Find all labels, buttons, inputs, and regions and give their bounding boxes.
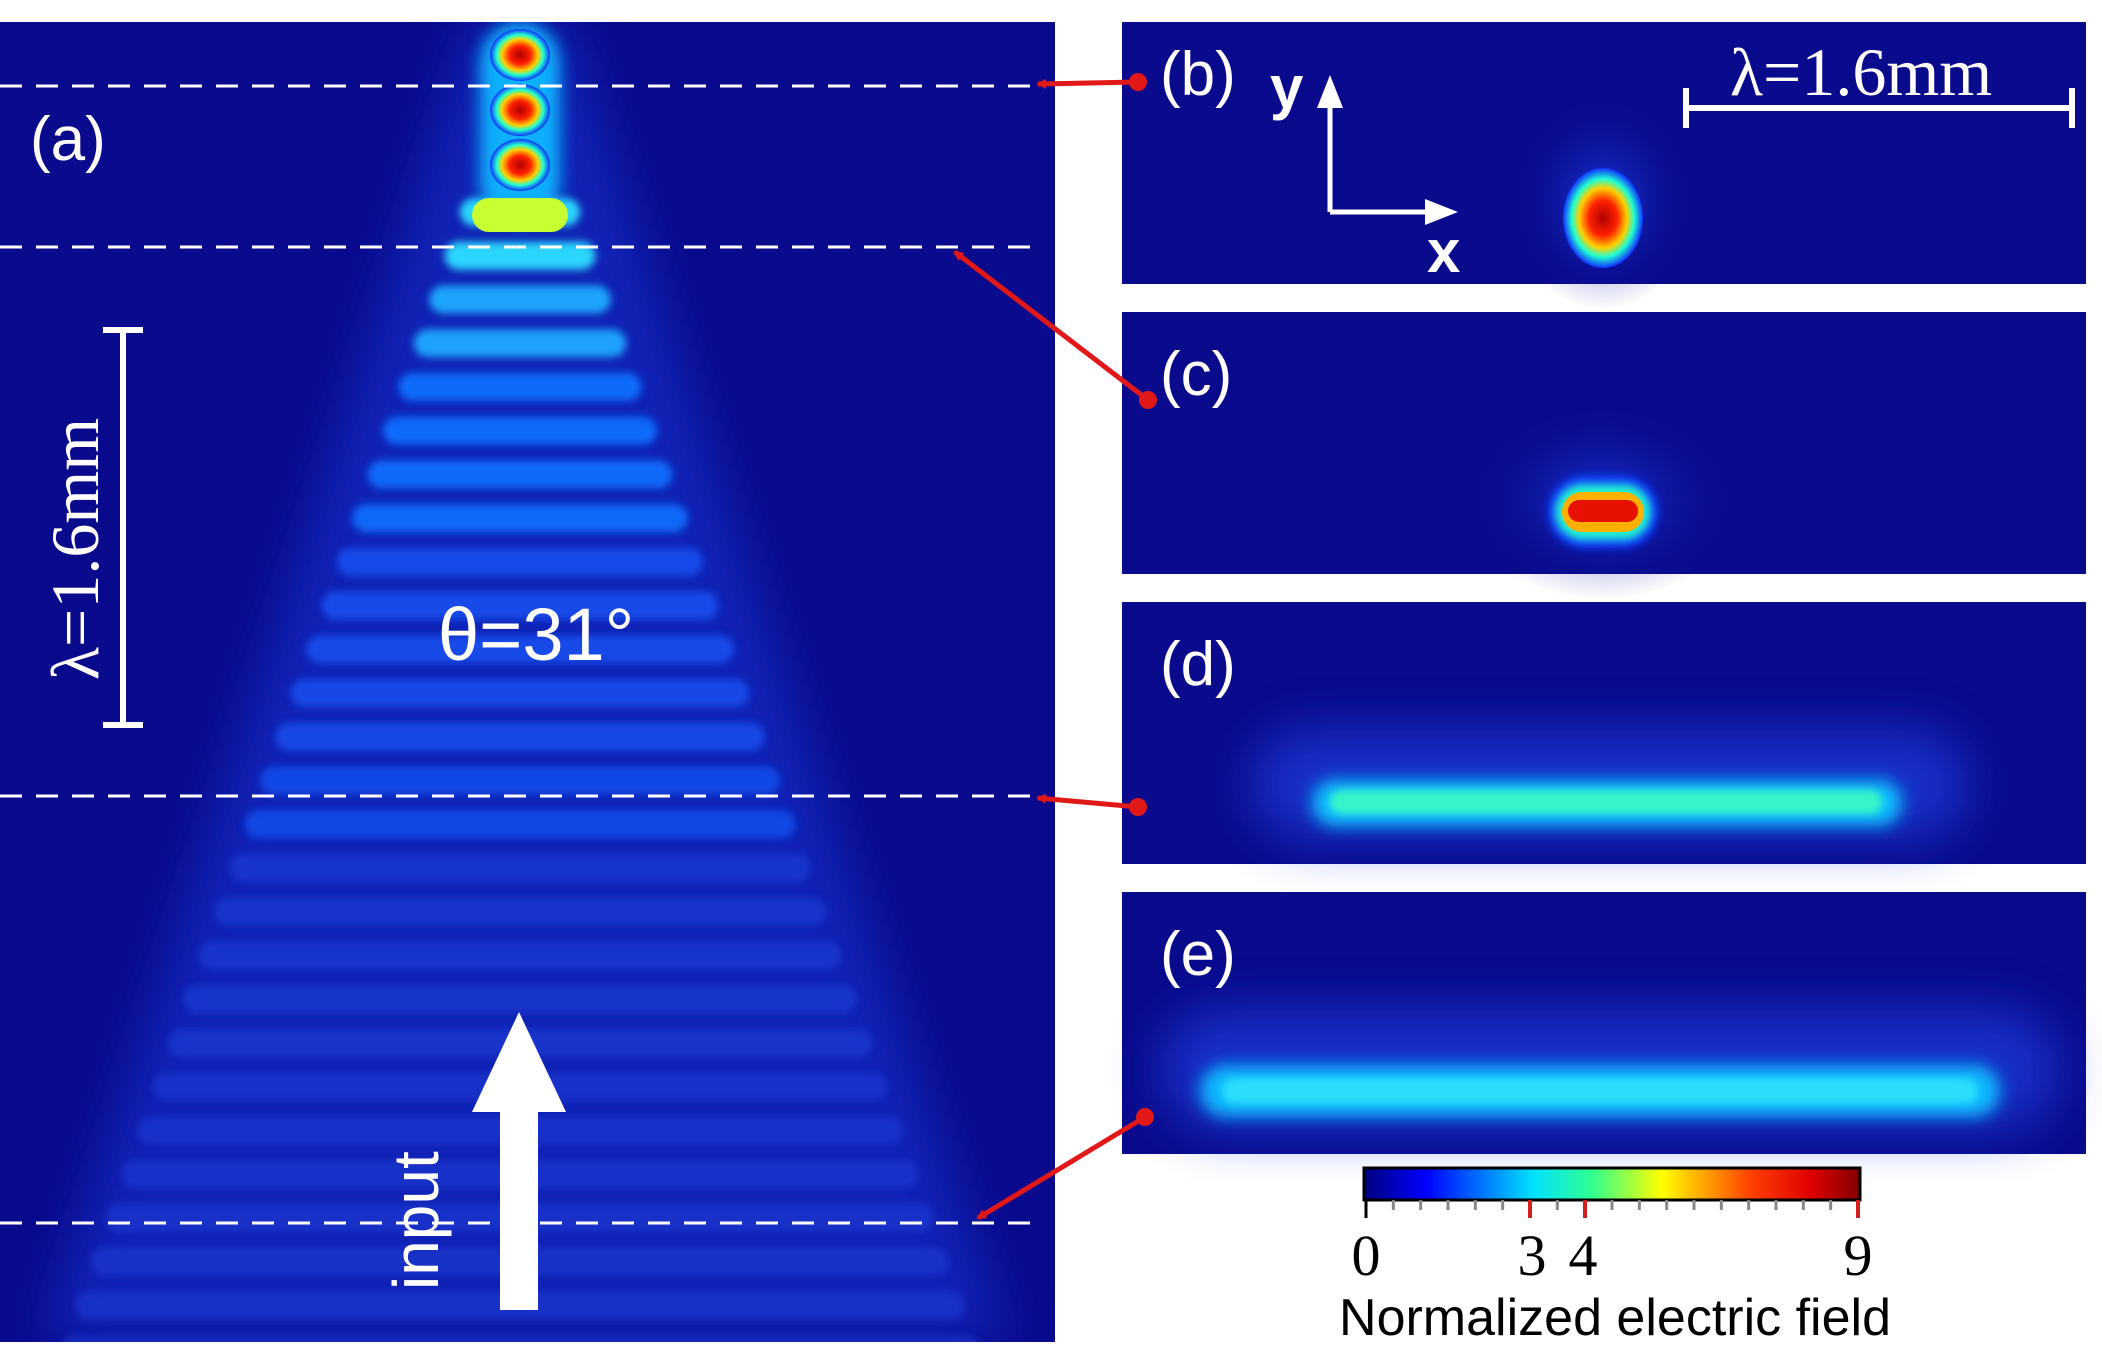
arrow-d-dot <box>1129 798 1147 816</box>
panel-d-label: (d) <box>1160 630 1236 699</box>
panel-b: (b) y x λ=1.6mm <box>1122 22 2086 310</box>
field-band <box>213 897 827 926</box>
arrow-c-dot <box>1139 391 1157 409</box>
angle-label: θ=31° <box>438 593 634 676</box>
field-band <box>290 679 750 708</box>
scale-bar-vertical: λ=1.6mm <box>37 327 143 728</box>
colorbar-tick-label-0: 0 <box>1352 1223 1381 1288</box>
field-band <box>198 941 842 970</box>
hotspot-band <box>472 198 568 232</box>
arrow-c <box>953 250 1150 402</box>
mode-b-spot <box>1563 168 1643 268</box>
field-band <box>383 416 657 445</box>
field-band <box>321 591 719 620</box>
panel-e: (e) <box>1122 892 2086 1154</box>
field-band <box>260 766 780 795</box>
field-band <box>398 372 642 401</box>
scale-bar-horizontal: λ=1.6mm <box>1683 34 2075 128</box>
hotspot <box>490 139 550 191</box>
field-band <box>61 1335 979 1342</box>
connector-arrows <box>953 73 1157 1221</box>
colorbar-title: Normalized electric field <box>1339 1289 1891 1347</box>
panel-c: (c) <box>1122 312 2086 600</box>
field-hotspots <box>472 22 568 232</box>
field-band <box>244 810 796 839</box>
scale-bar-vertical-label: λ=1.6mm <box>37 418 113 680</box>
input-label: input <box>380 1151 452 1290</box>
field-band <box>275 722 765 751</box>
arrow-d <box>1036 793 1139 810</box>
field-band <box>183 985 857 1014</box>
colorbar: 0 3 4 9 Normalized electric field <box>1339 1166 1891 1347</box>
panel-d: (d) <box>1122 602 2086 864</box>
x-axis-arrow-icon <box>1425 199 1458 225</box>
panel-b-label: (b) <box>1160 40 1236 109</box>
colorbar-tick-label-9: 9 <box>1844 1223 1873 1288</box>
panel-a: (a) θ=31° λ=1.6mm input <box>0 22 1055 1342</box>
hotspot <box>490 29 550 81</box>
xy-axes: y x <box>1270 54 1460 285</box>
field-band <box>336 547 704 576</box>
colorbar-gradient <box>1362 1166 1862 1202</box>
input-arrow-icon <box>472 1012 566 1310</box>
field-band <box>367 460 673 489</box>
input-arrow: input <box>380 1012 566 1310</box>
axis-x-label: x <box>1427 218 1460 285</box>
colorbar-tick-label-3: 3 <box>1518 1223 1547 1288</box>
field-band <box>229 853 811 882</box>
arrow-e-dot <box>1136 1108 1154 1126</box>
arrow-b <box>1036 78 1139 89</box>
field-band <box>429 285 611 314</box>
arrow-e <box>976 1114 1147 1221</box>
field-band <box>444 241 596 270</box>
panel-c-label: (c) <box>1160 340 1232 409</box>
panel-a-label: (a) <box>30 105 106 174</box>
panel-e-label: (e) <box>1160 920 1236 989</box>
scale-bar-horizontal-label: λ=1.6mm <box>1730 34 1992 110</box>
field-band <box>306 635 734 664</box>
axis-y-label: y <box>1270 54 1304 121</box>
colorbar-tick-label-4: 4 <box>1569 1223 1598 1288</box>
arrow-b-dot <box>1129 73 1147 91</box>
y-axis-arrow-icon <box>1317 75 1343 108</box>
field-band <box>413 329 627 358</box>
field-band <box>352 504 688 533</box>
hotspot <box>490 84 550 136</box>
